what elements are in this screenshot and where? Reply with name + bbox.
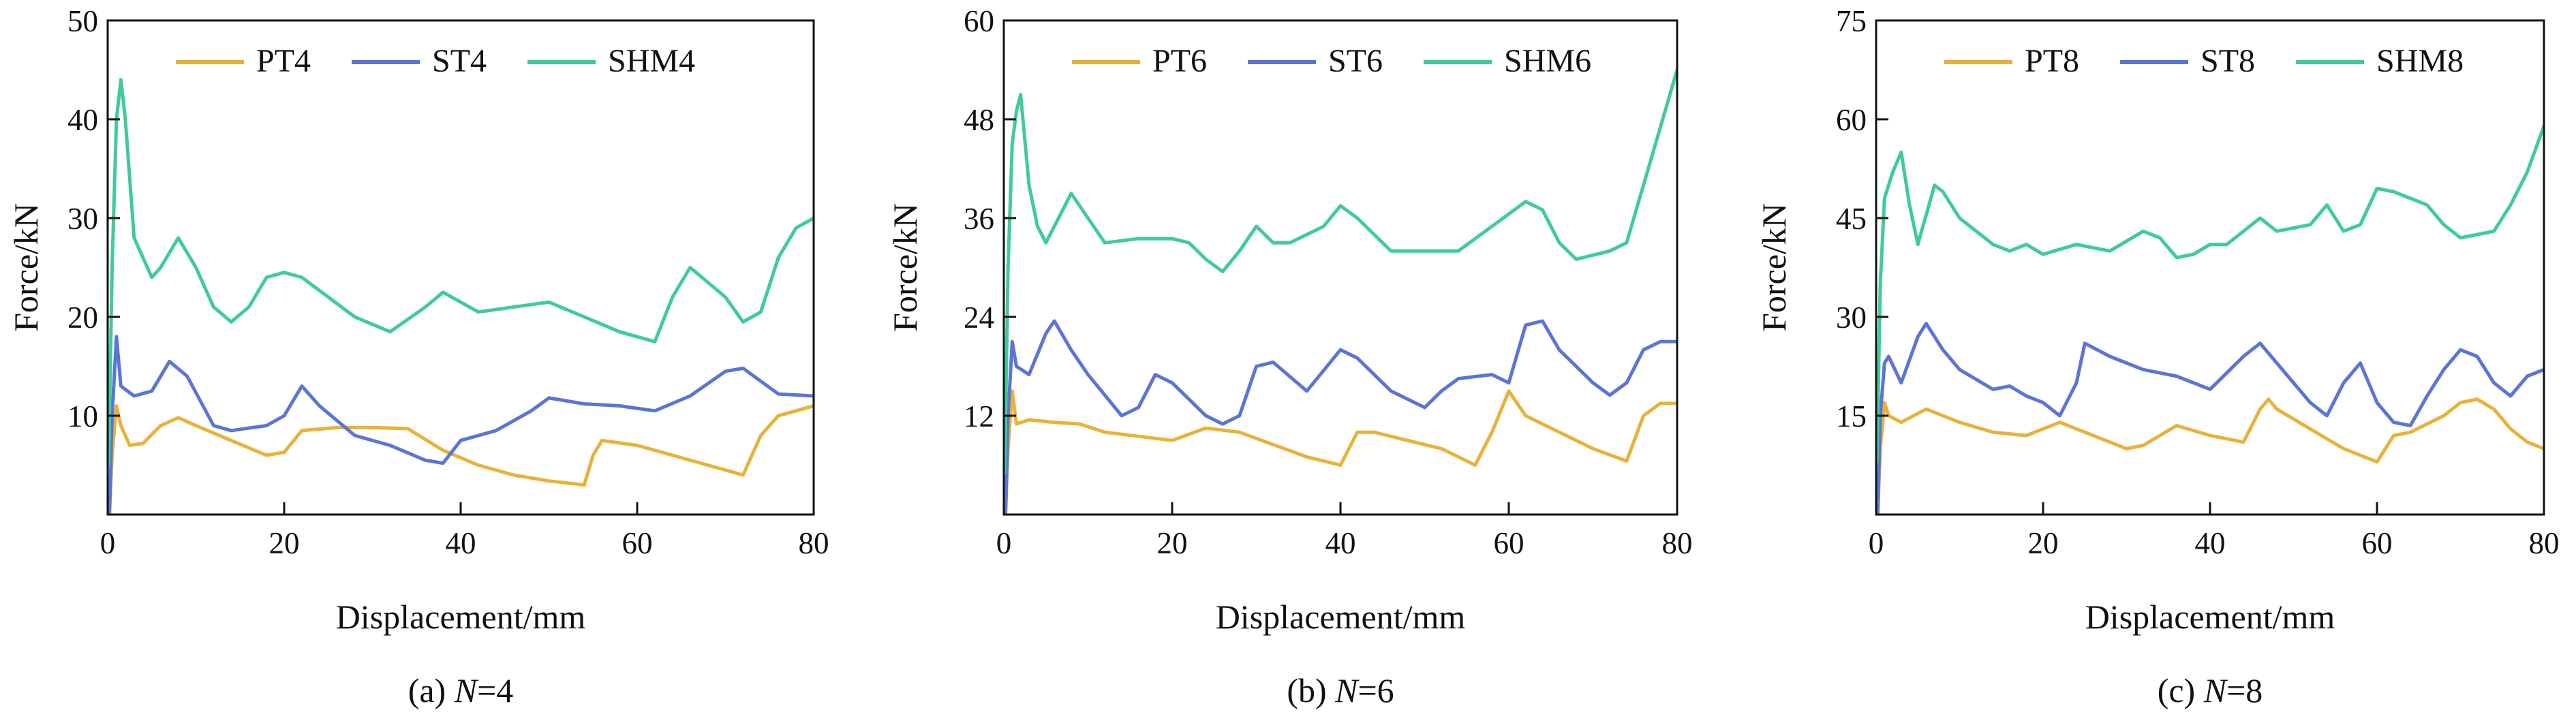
- y-tick-label: 30: [67, 202, 98, 236]
- x-axis-title: Displacement/mm: [336, 598, 586, 636]
- legend-label: PT4: [256, 43, 311, 79]
- x-tick-label: 80: [799, 526, 829, 560]
- x-tick-label: 80: [2529, 526, 2560, 560]
- chart-panel-1: 0 20 40 60 80 10 20 30 40 50 Displacement/mm Force/…: [7, 4, 829, 709]
- legend: PT8 ST8 SHM8: [1944, 43, 2464, 79]
- x-tick-label: 80: [1662, 526, 1693, 560]
- y-tick-label: 36: [964, 202, 994, 236]
- y-axis-title: Force/kN: [886, 203, 924, 332]
- y-tick-label: 48: [964, 103, 994, 137]
- legend-item-pt6: PT6: [1072, 43, 1207, 79]
- legend-item-st4: ST4: [352, 43, 487, 79]
- legend-label: ST8: [2201, 43, 2255, 79]
- series-line-pt6: [1004, 389, 1677, 515]
- y-tick-label: 24: [964, 301, 994, 335]
- legend-item-pt4: PT4: [176, 43, 311, 79]
- legend-item-shm6: SHM6: [1424, 43, 1591, 79]
- legend-label: PT6: [1152, 43, 1207, 79]
- x-tick-label: 20: [1157, 526, 1188, 560]
- series-line-shm6: [1004, 68, 1677, 476]
- y-tick-label: 75: [1836, 4, 1867, 38]
- series-lines: [1004, 68, 1677, 515]
- chart-panel-2: 0 20 40 60 80 12 24 36 48 60 Displacement/mm Force/…: [886, 4, 1693, 709]
- legend: PT4 ST4 SHM4: [176, 43, 695, 79]
- series-line-shm8: [1876, 124, 2544, 464]
- series-line-st6: [1004, 319, 1677, 515]
- y-axis-title: Force/kN: [7, 203, 45, 332]
- panel-caption: (b) N=6: [1287, 671, 1394, 709]
- x-tick-label: 60: [1494, 526, 1524, 560]
- legend-item-st8: ST8: [2120, 43, 2255, 79]
- y-tick-label: 15: [1836, 399, 1867, 433]
- legend-label: ST4: [432, 43, 487, 79]
- x-tick-label: 20: [2028, 526, 2059, 560]
- panel-caption: (c) N=8: [2158, 671, 2263, 709]
- y-tick-label: 40: [67, 103, 98, 137]
- y-tick-label: 60: [1836, 103, 1867, 137]
- x-tick-label: 60: [2362, 526, 2393, 560]
- series-line-st4: [108, 335, 814, 515]
- legend-item-st6: ST6: [1248, 43, 1383, 79]
- x-tick-label: 40: [1325, 526, 1356, 560]
- x-tick-label: 0: [100, 526, 116, 560]
- chart-panels: 0 20 40 60 80 10 20 30 40 50 Displacement/mm Force/…: [7, 4, 2560, 709]
- y-tick-label: 10: [67, 399, 98, 433]
- y-tick-label: 60: [964, 4, 994, 38]
- y-tick-label: 45: [1836, 202, 1867, 236]
- x-tick-label: 0: [996, 526, 1012, 560]
- legend-item-pt8: PT8: [1944, 43, 2079, 79]
- legend-label: SHM4: [608, 43, 695, 79]
- legend-label: ST6: [1328, 43, 1383, 79]
- legend: PT6 ST6 SHM6: [1072, 43, 1591, 79]
- y-tick-label: 20: [67, 301, 98, 335]
- x-tick-label: 40: [2195, 526, 2226, 560]
- chart-panel-3: 0 20 40 60 80 15 30 45 60 75 Displacement/mm Force/…: [1755, 4, 2560, 709]
- x-axis-title: Displacement/mm: [1216, 598, 1466, 636]
- series-lines: [108, 78, 814, 515]
- series-line-shm4: [108, 78, 814, 467]
- series-lines: [1876, 124, 2544, 515]
- x-tick-label: 40: [446, 526, 476, 560]
- legend-label: SHM6: [1504, 43, 1591, 79]
- legend-label: PT8: [2025, 43, 2079, 79]
- x-tick-label: 60: [622, 526, 653, 560]
- x-tick-label: 0: [1869, 526, 1884, 560]
- series-line-st8: [1876, 322, 2544, 515]
- series-line-pt4: [108, 404, 814, 515]
- x-axis-title: Displacement/mm: [2085, 598, 2335, 636]
- series-line-pt8: [1876, 397, 2544, 515]
- panel-caption: (a) N=4: [408, 671, 514, 709]
- legend-label: SHM8: [2376, 43, 2464, 79]
- axes-frame: [1875, 19, 2545, 516]
- y-tick-label: 50: [67, 4, 98, 38]
- y-axis-title: Force/kN: [1755, 203, 1793, 332]
- x-tick-label: 20: [269, 526, 300, 560]
- y-tick-label: 12: [964, 399, 994, 433]
- y-tick-label: 30: [1836, 301, 1867, 335]
- legend-item-shm4: SHM4: [527, 43, 695, 79]
- legend-item-shm8: SHM8: [2296, 43, 2464, 79]
